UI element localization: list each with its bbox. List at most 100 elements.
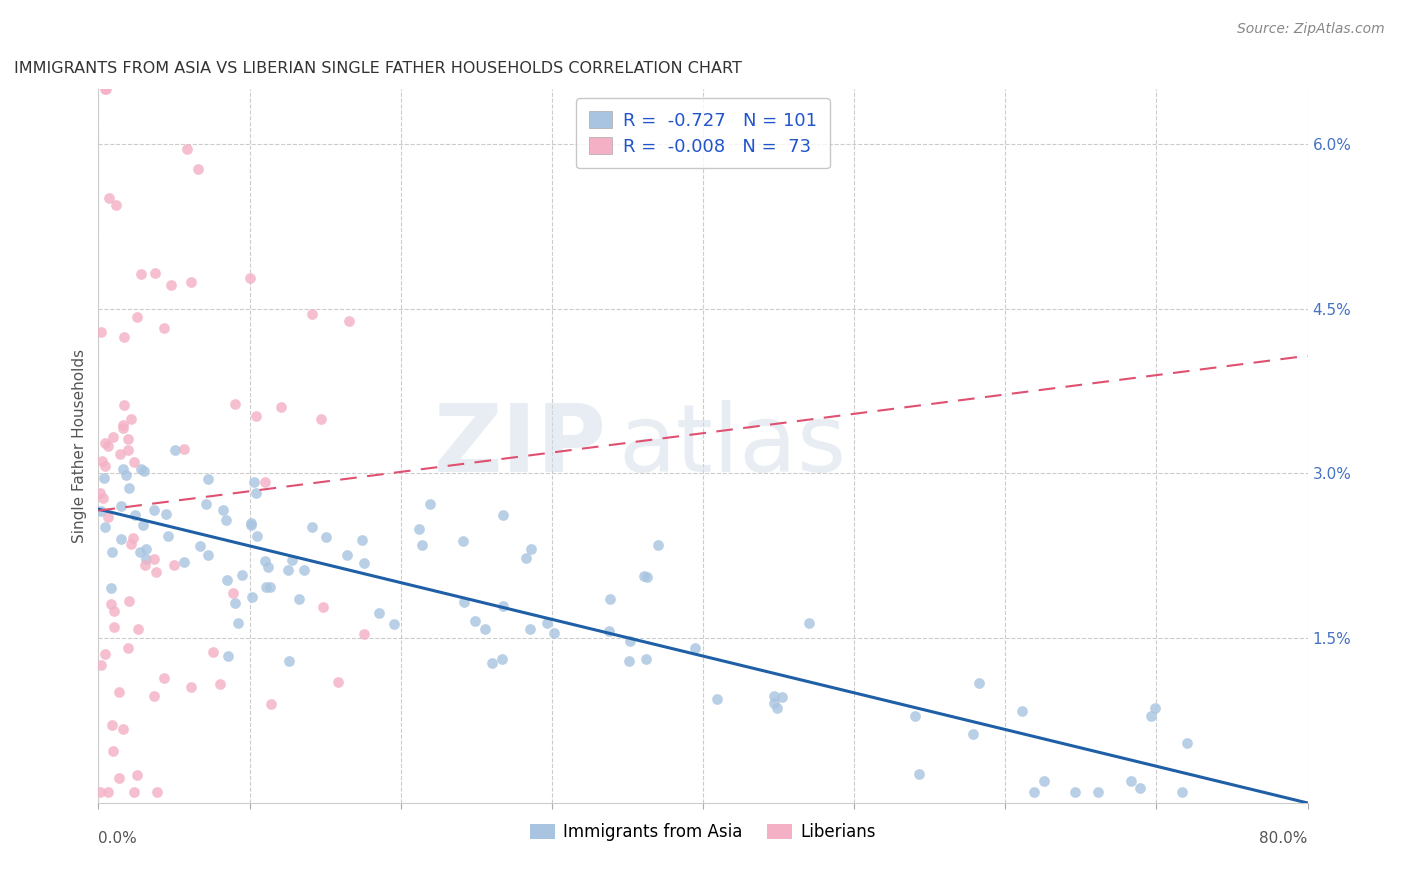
Point [382,617,405,632]
Point [1011,704,1033,718]
Point [176,142,198,156]
Point [127,623,149,637]
Point [224,397,246,411]
Point [211,503,233,517]
Point [94,82,117,96]
Point [246,529,269,543]
Point [94,459,117,474]
Point [1119,774,1142,789]
Point [111,722,134,736]
Point [408,522,430,536]
Point [453,595,475,609]
Point [519,542,541,557]
Point [90,325,112,339]
Point [277,563,299,577]
Point [464,614,486,628]
Point [633,569,655,583]
Point [967,675,990,690]
Point [599,592,621,607]
Point [215,513,238,527]
Point [188,539,211,553]
Point [292,563,315,577]
Text: ZIP: ZIP [433,400,606,492]
Point [411,538,433,552]
Point [153,320,176,334]
Point [243,475,266,489]
Point [155,507,177,521]
Point [104,198,127,212]
Point [352,533,374,548]
Point [101,545,124,559]
Point [1140,709,1163,723]
Point [108,771,131,785]
Point [120,412,142,426]
Point [1175,736,1198,750]
Point [353,627,375,641]
Point [337,314,360,328]
Point [763,689,786,703]
Point [93,471,115,485]
Point [127,310,149,324]
Point [222,586,245,600]
Point [766,700,789,714]
Point [117,641,139,656]
Point [962,727,984,741]
Point [491,651,513,665]
Point [253,554,276,568]
Point [224,596,246,610]
Point [254,475,277,489]
Point [108,447,131,461]
Point [240,590,263,604]
Text: 80.0%: 80.0% [1260,831,1308,847]
Point [245,409,267,423]
Point [153,671,176,685]
Point [146,785,169,799]
Point [134,558,156,573]
Point [419,497,441,511]
Point [142,552,165,566]
Point [519,623,541,637]
Point [103,604,125,618]
Point [124,508,146,522]
Point [1033,774,1056,789]
Point [301,520,323,534]
Point [122,531,145,545]
Point [107,685,129,699]
Point [1087,785,1109,799]
Point [91,491,114,506]
Point [129,544,152,558]
Point [180,680,202,694]
Point [163,442,186,457]
Point [492,599,515,614]
Point [115,468,138,483]
Point [96,82,118,96]
Point [239,271,262,285]
Point [1129,780,1152,795]
Point [112,329,135,343]
Point [89,486,111,500]
Point [97,785,120,799]
Text: atlas: atlas [619,400,846,492]
Point [1063,785,1085,799]
Point [904,708,927,723]
Point [634,652,657,666]
Point [131,462,153,476]
Point [288,592,311,607]
Point [226,615,249,630]
Point [98,191,121,205]
Point [94,647,117,661]
Point [647,538,669,552]
Point [197,472,219,486]
Point [474,622,496,636]
Point [125,768,148,782]
Point [259,698,281,712]
Point [135,552,157,566]
Point [112,398,135,412]
Point [122,455,145,469]
Point [143,266,166,280]
Point [103,430,125,444]
Point [91,453,114,467]
Point [110,499,132,513]
Point [89,785,111,799]
Point [120,537,142,551]
